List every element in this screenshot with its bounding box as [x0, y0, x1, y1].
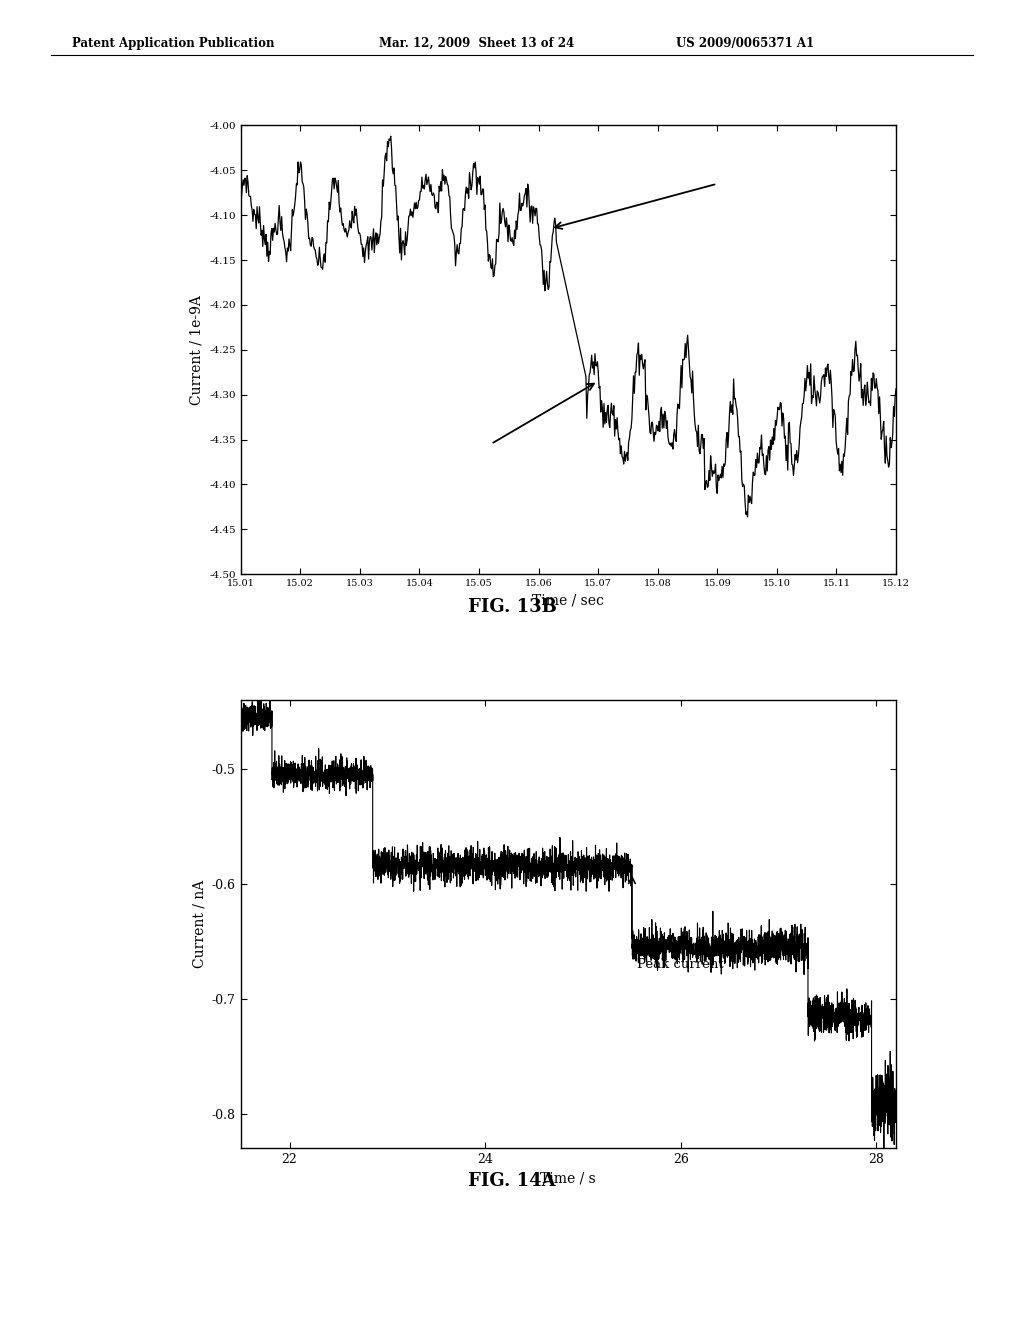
Y-axis label: Current / nA: Current / nA — [193, 880, 206, 968]
Text: Patent Application Publication: Patent Application Publication — [72, 37, 274, 50]
Text: FIG. 13B: FIG. 13B — [468, 598, 556, 616]
Y-axis label: Current / 1e-9A: Current / 1e-9A — [189, 294, 204, 405]
Text: FIG. 14A: FIG. 14A — [468, 1172, 556, 1191]
Text: US 2009/0065371 A1: US 2009/0065371 A1 — [676, 37, 814, 50]
Text: Peak current: Peak current — [637, 958, 723, 970]
Text: Mar. 12, 2009  Sheet 13 of 24: Mar. 12, 2009 Sheet 13 of 24 — [379, 37, 574, 50]
X-axis label: Time / sec: Time / sec — [532, 594, 604, 607]
X-axis label: Time / s: Time / s — [541, 1172, 596, 1185]
